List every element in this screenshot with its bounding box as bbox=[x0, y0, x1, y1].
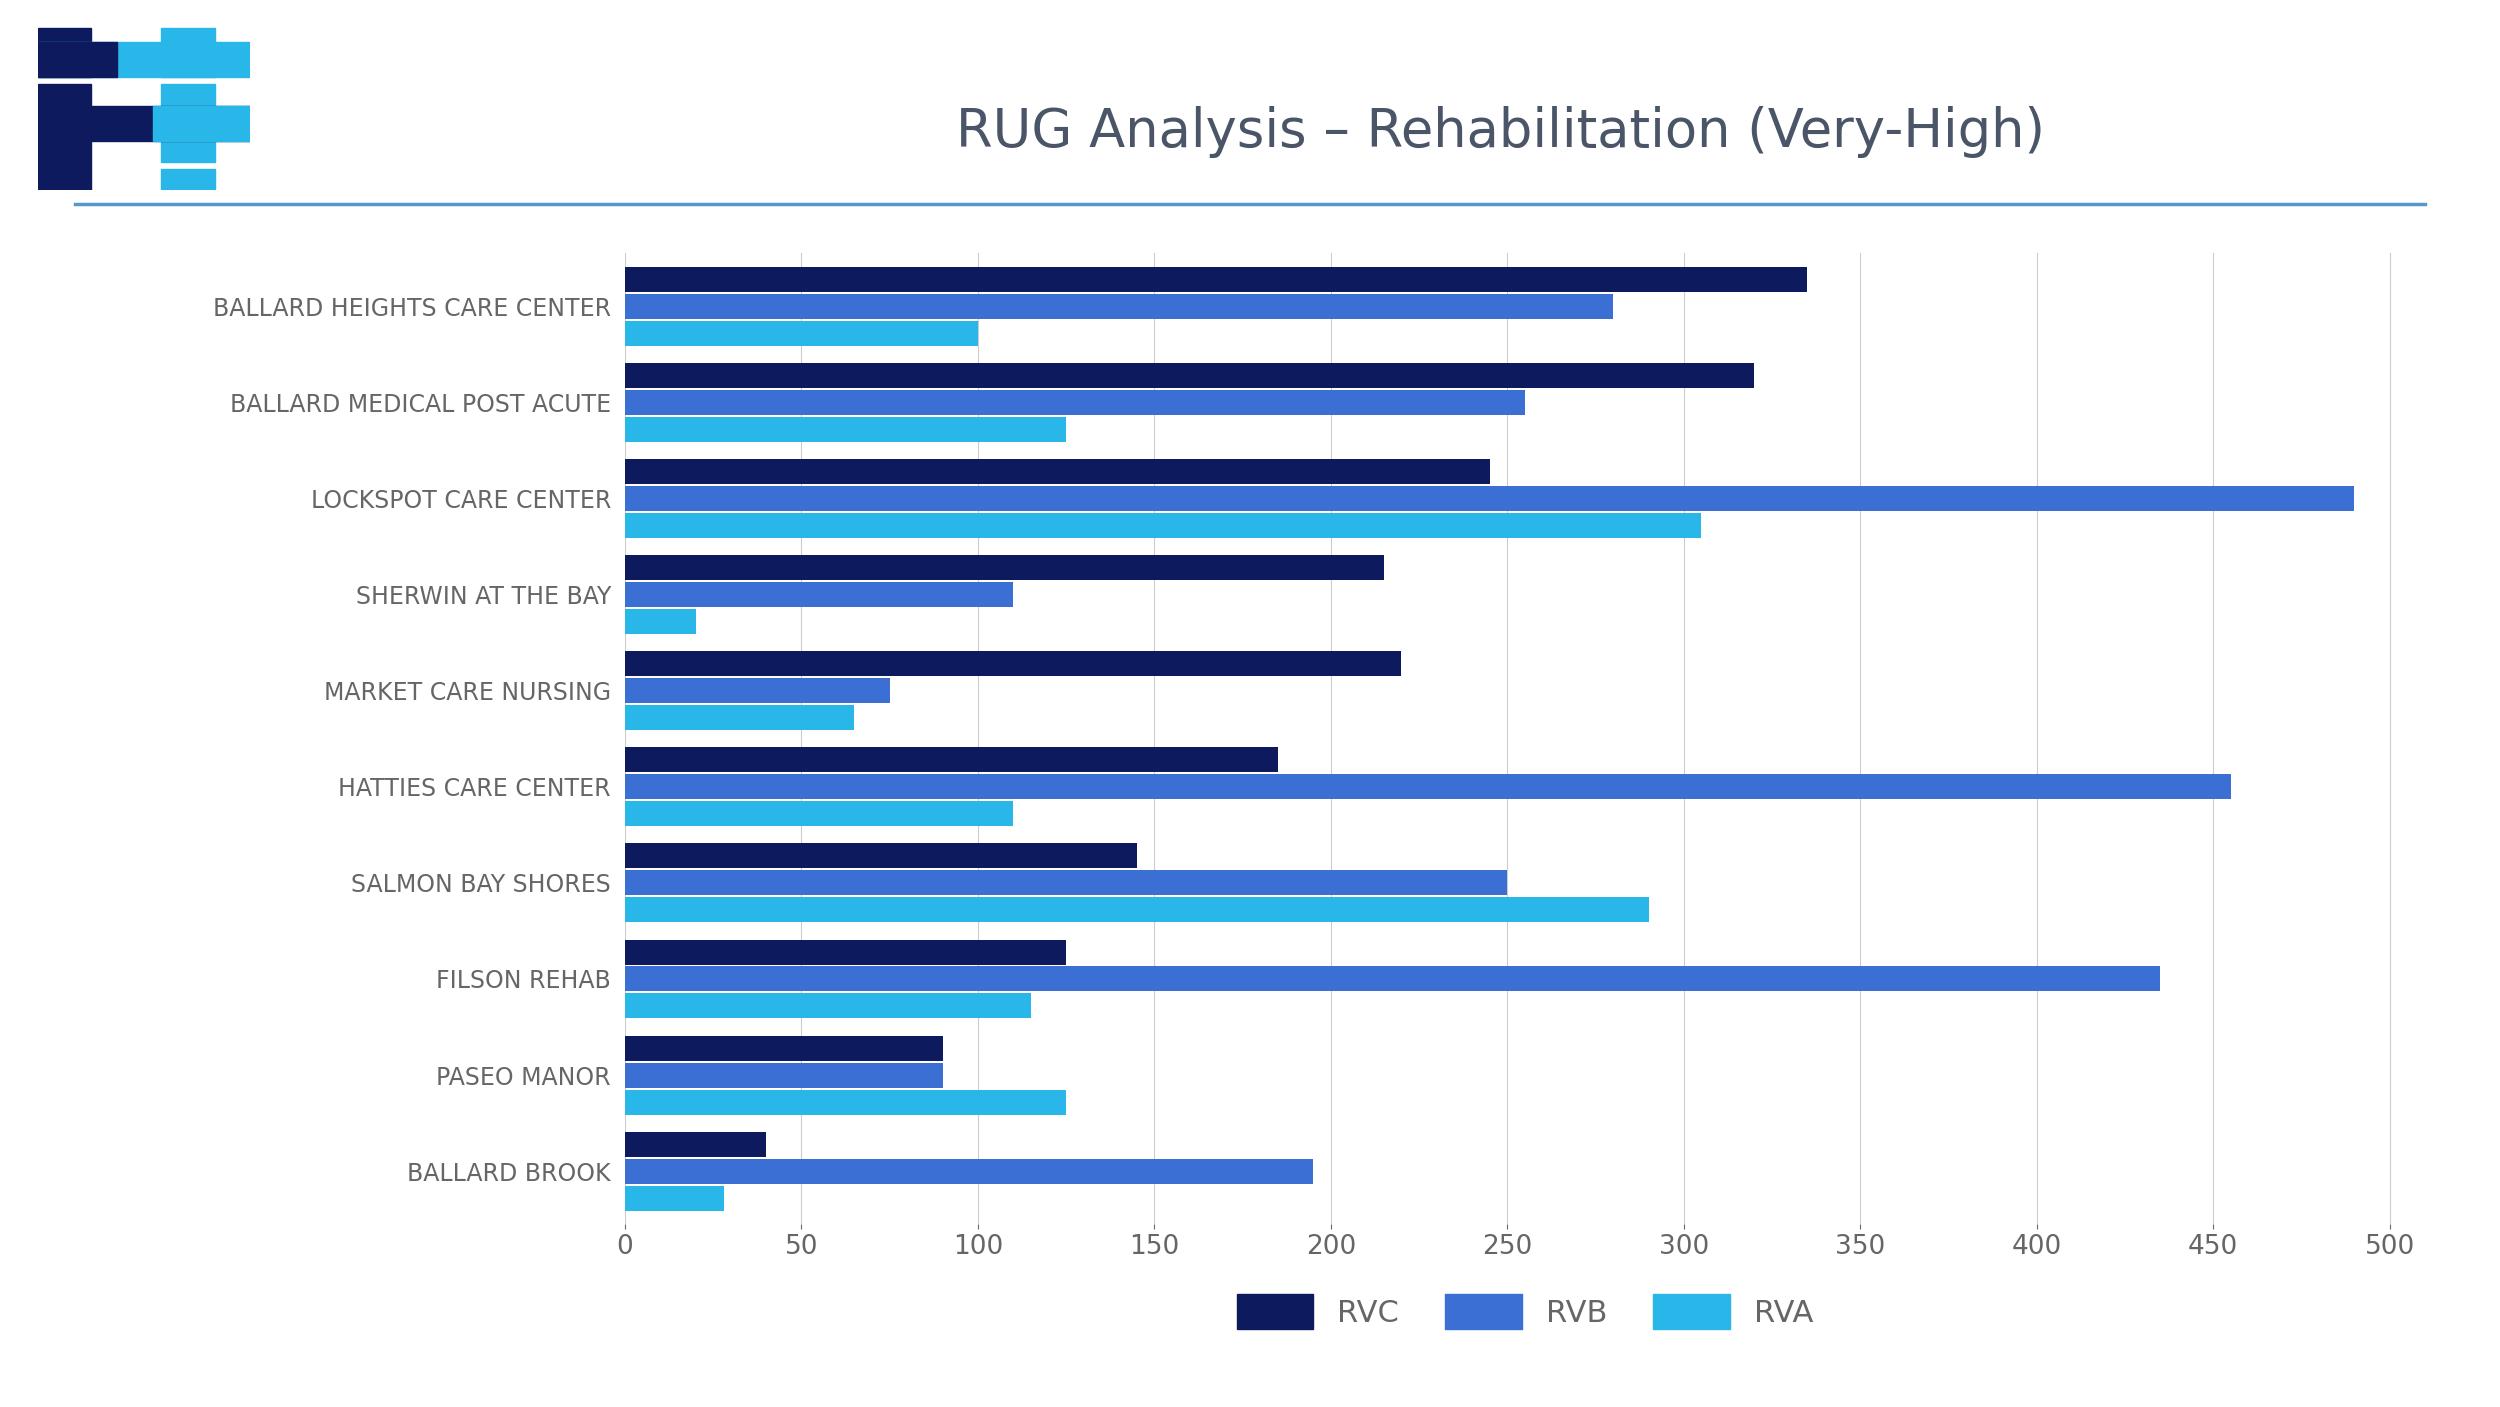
Bar bbox=[38, 113, 90, 134]
Bar bbox=[162, 84, 215, 106]
Bar bbox=[625, 651, 1402, 677]
Bar bbox=[38, 106, 250, 141]
Bar bbox=[38, 56, 90, 77]
Bar bbox=[625, 485, 2355, 511]
Bar bbox=[625, 416, 1065, 442]
Bar bbox=[38, 42, 250, 77]
Bar bbox=[625, 774, 2230, 799]
Bar bbox=[625, 801, 1012, 826]
Bar bbox=[625, 967, 2160, 992]
Bar bbox=[625, 1159, 1312, 1183]
Legend: RVC, RVB, RVA: RVC, RVB, RVA bbox=[1222, 1279, 1828, 1345]
Bar bbox=[625, 363, 1755, 388]
Bar bbox=[162, 169, 215, 190]
Bar bbox=[625, 609, 695, 635]
Bar bbox=[625, 871, 1508, 895]
Text: RUG Analysis – Rehabilitation (Very-High): RUG Analysis – Rehabilitation (Very-High… bbox=[955, 106, 2045, 158]
Bar bbox=[625, 705, 855, 730]
Bar bbox=[625, 582, 1012, 606]
Bar bbox=[625, 1131, 765, 1157]
Bar bbox=[38, 141, 90, 190]
Bar bbox=[162, 141, 215, 162]
Bar bbox=[625, 459, 1490, 484]
Bar bbox=[625, 993, 1030, 1019]
Bar bbox=[625, 294, 1612, 318]
Bar bbox=[625, 1089, 1065, 1114]
Bar bbox=[625, 843, 1138, 868]
Bar bbox=[625, 747, 1278, 772]
Bar bbox=[625, 390, 1525, 415]
Bar bbox=[162, 113, 215, 134]
Bar bbox=[625, 512, 1703, 537]
Bar bbox=[625, 898, 1648, 922]
Bar bbox=[625, 1062, 942, 1088]
Bar bbox=[162, 28, 215, 49]
Bar bbox=[625, 267, 1808, 291]
Bar bbox=[625, 678, 890, 704]
Bar bbox=[162, 56, 215, 77]
Bar bbox=[625, 321, 978, 346]
Bar bbox=[625, 1036, 942, 1061]
Bar bbox=[625, 940, 1065, 965]
Bar bbox=[625, 556, 1385, 580]
Bar bbox=[38, 84, 90, 106]
Bar bbox=[38, 42, 118, 77]
Bar bbox=[152, 106, 250, 141]
Bar bbox=[625, 1186, 725, 1210]
Bar bbox=[38, 28, 90, 49]
